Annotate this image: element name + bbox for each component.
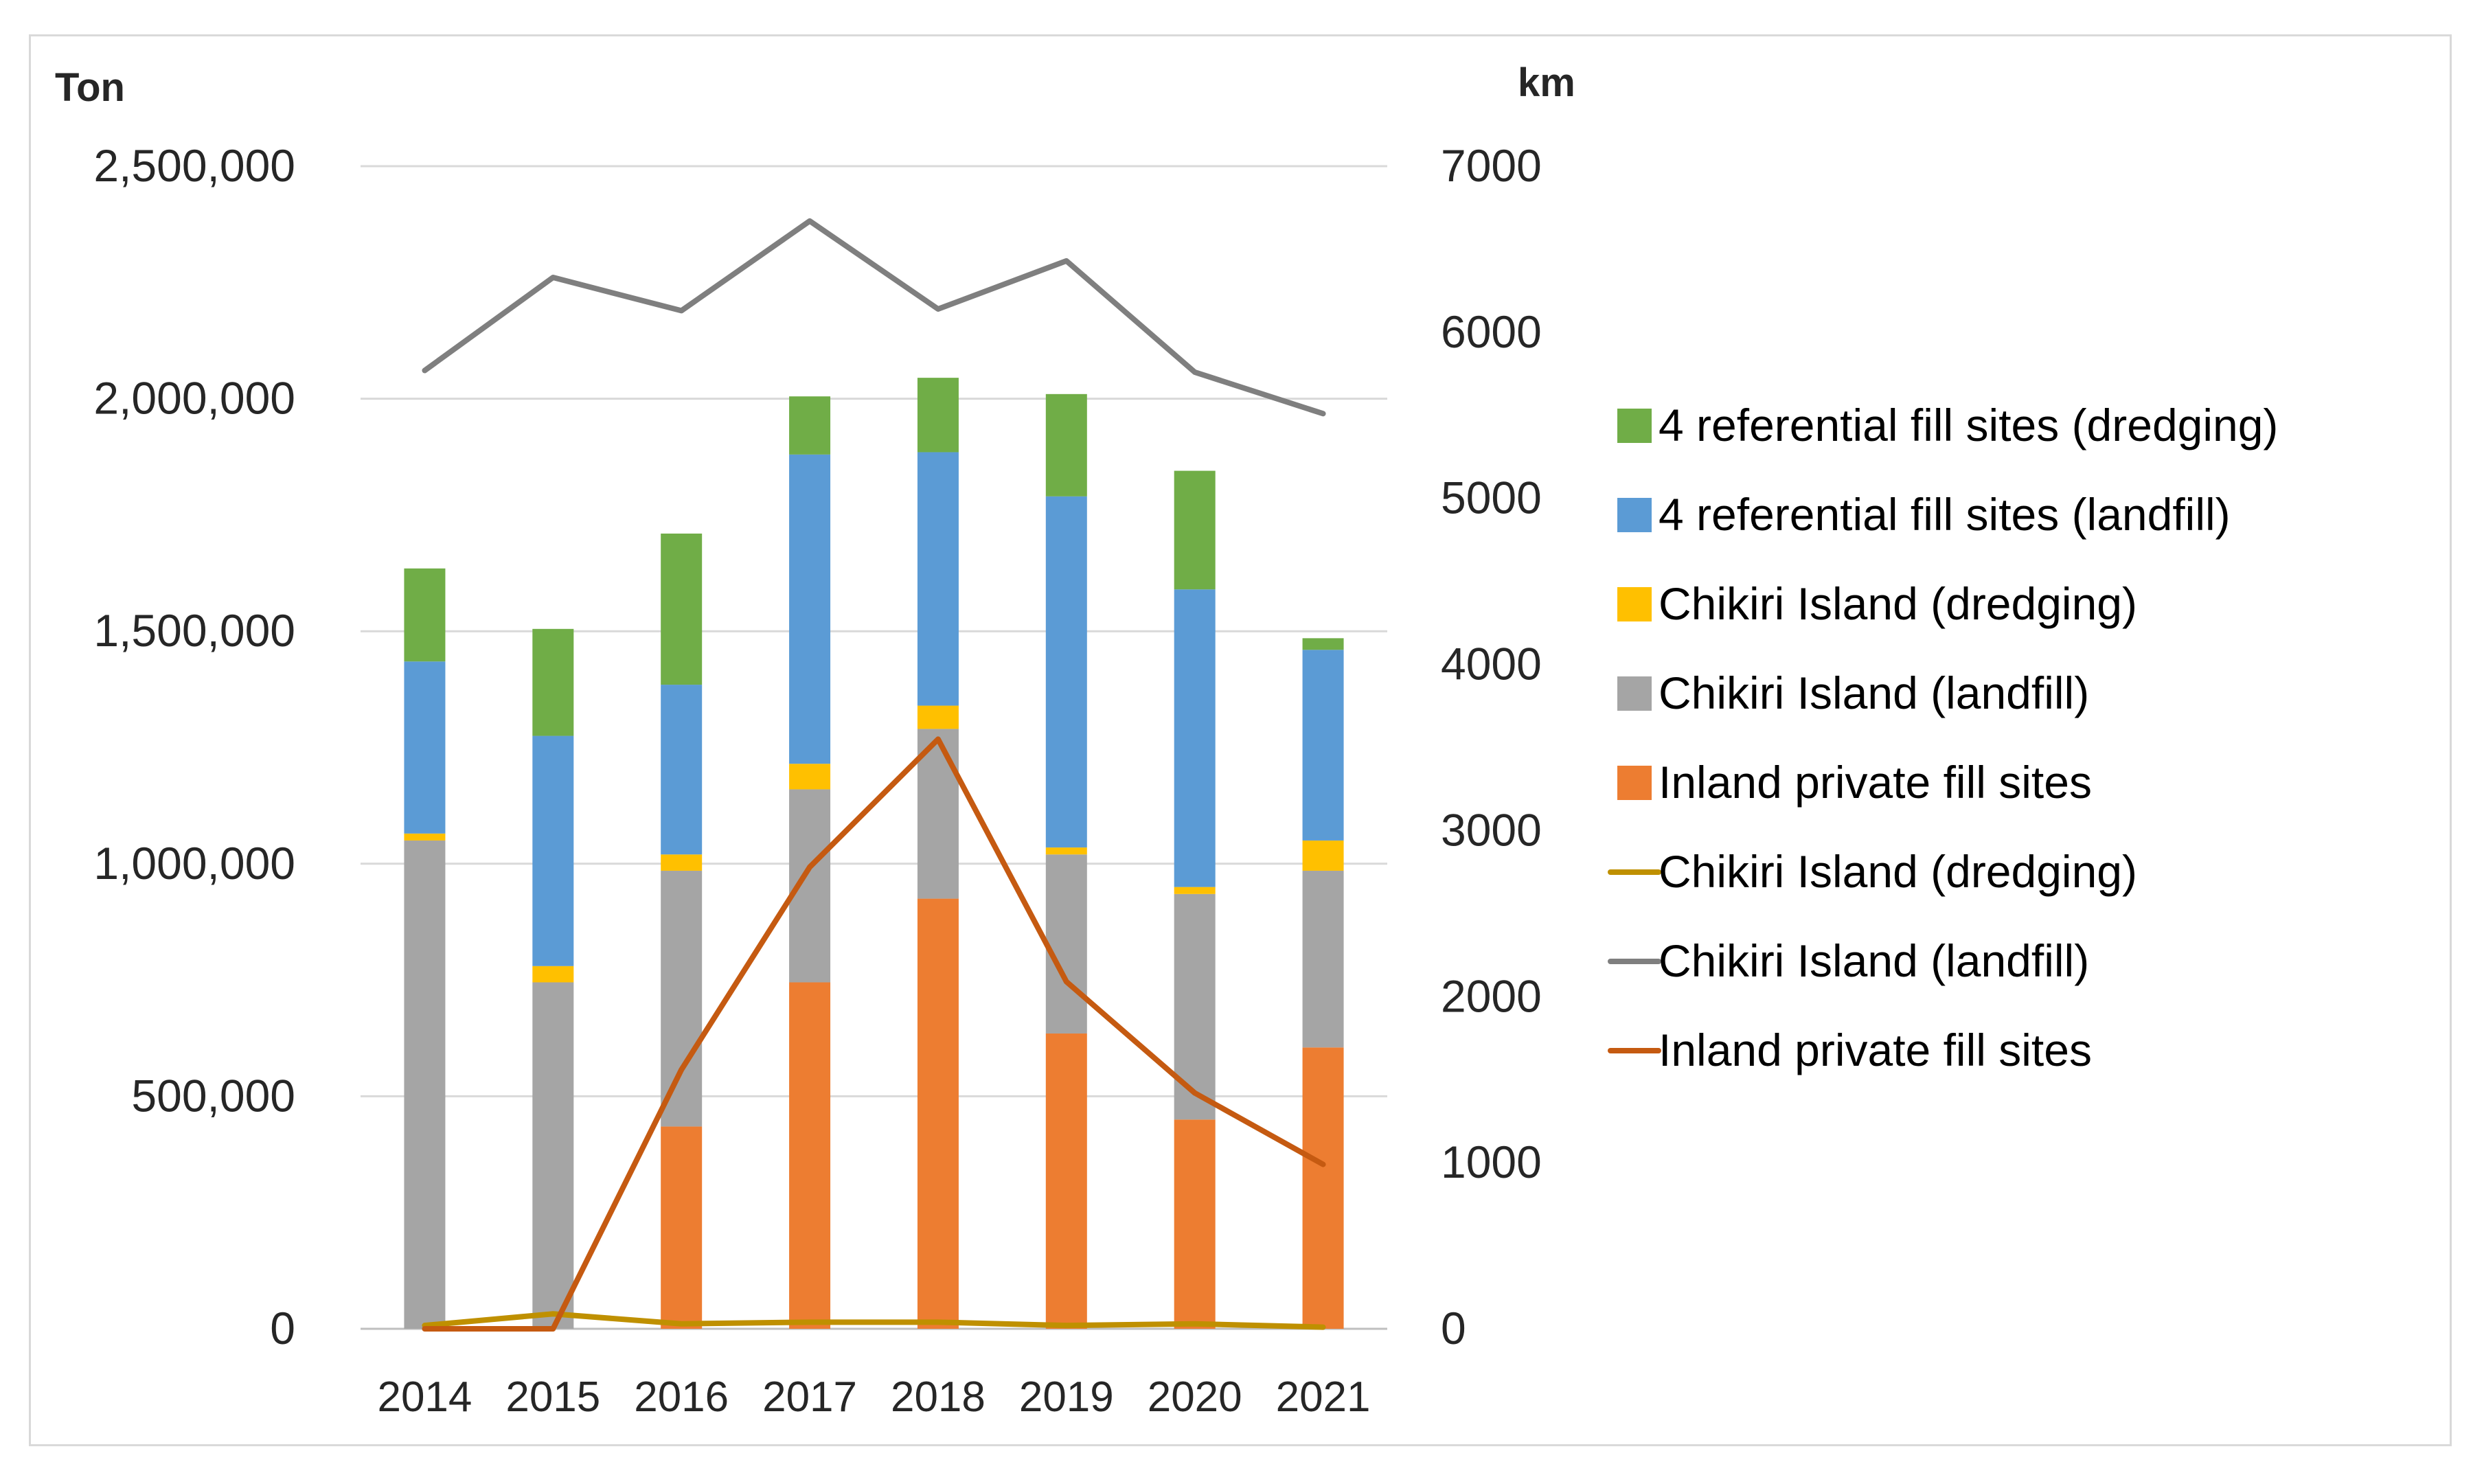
bar-segment (1302, 638, 1344, 650)
bar-segment (1174, 589, 1216, 887)
bar-segment (1045, 847, 1087, 855)
bar-segment (532, 982, 574, 1329)
bar-segment (1302, 650, 1344, 841)
bar-segment (917, 452, 959, 706)
legend-swatch (1617, 498, 1652, 532)
left-tick-label: 2,500,000 (93, 140, 295, 191)
legend-swatch (1617, 676, 1652, 711)
bar-segment (917, 898, 959, 1329)
left-tick-label: 2,000,000 (93, 373, 295, 424)
left-tick-label: 500,000 (131, 1070, 295, 1121)
left-tick-label: 0 (270, 1303, 295, 1354)
bar-segment (661, 870, 703, 1127)
bar-segment (1045, 393, 1087, 496)
right-tick-label: 7000 (1441, 140, 1542, 191)
bar-segment (789, 454, 831, 764)
legend-label: 4 referential fill sites (dredging) (1659, 400, 2278, 450)
gridlines (361, 165, 1387, 1330)
right-tick-label: 6000 (1441, 306, 1542, 357)
bar-segment (1174, 893, 1216, 1120)
bar-segment (1174, 470, 1216, 590)
lines (422, 218, 1326, 1332)
right-tick-label: 4000 (1441, 639, 1542, 689)
legend: 4 referential fill sites (dredging) 4 ref… (1608, 400, 2278, 1075)
line-series (422, 1311, 1326, 1330)
bar-segment (917, 705, 959, 729)
right-tick-label: 3000 (1441, 804, 1542, 855)
legend-label: 4 referential fill sites (landfill) (1659, 489, 2231, 540)
axes: Ton km 0 500,000 1,000,000 1,500,000 2,000,0… (55, 60, 1575, 1421)
bar-segment (532, 628, 574, 736)
bar-segment (789, 764, 831, 790)
bar-segment (1302, 870, 1344, 1048)
bar-segment (917, 378, 959, 453)
x-tick-label: 2018 (891, 1373, 985, 1421)
bar-segment (789, 396, 831, 455)
bar-segment (1045, 854, 1087, 1034)
bar-segment (1174, 887, 1216, 894)
bar-segment (1045, 496, 1087, 848)
line-series (422, 218, 1326, 417)
bar-segment (532, 735, 574, 966)
bar-segment (661, 854, 703, 871)
left-axis-unit: Ton (55, 65, 125, 110)
bar-segment (404, 840, 446, 1329)
x-tick-label: 2021 (1276, 1373, 1371, 1421)
x-tick-label: 2016 (634, 1373, 729, 1421)
legend-label: Inland private fill sites (1659, 757, 2092, 808)
right-tick-label: 2000 (1441, 970, 1542, 1021)
bar-segment (661, 685, 703, 855)
legend-label: Chikiri Island (dredging) (1659, 846, 2137, 897)
bar-segment (404, 661, 446, 834)
left-tick-label: 1,500,000 (93, 605, 295, 656)
bar-segment (1045, 1033, 1087, 1329)
legend-swatch (1617, 409, 1652, 443)
x-tick-label: 2015 (505, 1373, 600, 1421)
x-tick-label: 2020 (1148, 1373, 1242, 1421)
x-tick-label: 2019 (1019, 1373, 1114, 1421)
right-axis-unit: km (1518, 60, 1575, 105)
bar-segment (404, 833, 446, 841)
legend-label: Chikiri Island (landfill) (1659, 935, 2089, 986)
bar-segment (917, 729, 959, 899)
bar-segment (661, 533, 703, 685)
bar-segment (532, 966, 574, 983)
legend-label: Chikiri Island (landfill) (1659, 667, 2089, 718)
legend-label: Chikiri Island (dredging) (1659, 578, 2137, 629)
bar-segment (1302, 840, 1344, 871)
x-tick-label: 2014 (377, 1373, 472, 1421)
bar-segment (789, 982, 831, 1329)
right-tick-label: 5000 (1441, 472, 1542, 523)
bar-segment (661, 1126, 703, 1329)
right-tick-label: 0 (1441, 1303, 1466, 1354)
bars (404, 378, 1344, 1329)
bar-segment (1302, 1047, 1344, 1329)
bar-segment (1174, 1119, 1216, 1329)
legend-label: Inland private fill sites (1659, 1025, 2092, 1075)
left-tick-label: 1,000,000 (93, 838, 295, 889)
x-tick-label: 2017 (762, 1373, 857, 1421)
right-tick-label: 1000 (1441, 1137, 1542, 1187)
legend-swatch (1617, 587, 1652, 621)
bar-segment (404, 568, 446, 662)
line-series (422, 736, 1326, 1332)
legend-swatch (1617, 766, 1652, 800)
